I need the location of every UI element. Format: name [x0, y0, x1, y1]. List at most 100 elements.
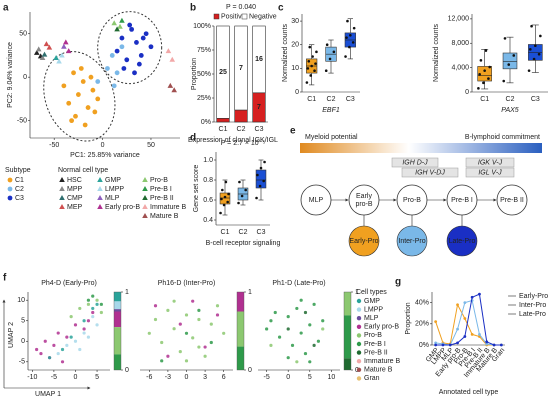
legend-label: Gran: [364, 375, 380, 382]
point: [512, 54, 516, 57]
cell-point: [86, 319, 91, 323]
point: [119, 44, 125, 50]
bar-tick-label: 1: [125, 289, 129, 296]
point: [502, 79, 506, 83]
point: [309, 74, 313, 77]
x-tick-label: 10: [327, 374, 335, 381]
triangle-point: [61, 43, 67, 49]
bar-segment: [252, 25, 266, 94]
cell-point: [308, 360, 312, 364]
cell-point: [95, 323, 99, 327]
y-tick-label: -50: [17, 117, 27, 124]
point: [82, 122, 88, 128]
triangle-point: [65, 48, 72, 54]
cluster-outline: [97, 11, 163, 85]
axis-title: UMAP 2: [8, 322, 15, 348]
composition-segment: [237, 311, 244, 347]
panel-label: c: [278, 3, 284, 14]
point: [66, 100, 72, 106]
point: [479, 59, 483, 62]
x-tick-label: 5: [308, 374, 312, 381]
y-tick-label: 100%: [193, 23, 211, 30]
subtype-label: Inter-Pro: [398, 238, 425, 245]
point: [529, 48, 532, 51]
cell-point: [73, 323, 78, 327]
bar-tick-label: 1: [355, 289, 359, 296]
panel-label: f: [3, 273, 7, 284]
rearrangement-box: [465, 157, 515, 168]
panel-label: g: [395, 277, 401, 288]
point: [80, 79, 86, 84]
cell-point: [95, 298, 99, 302]
point: [114, 70, 120, 76]
axis-title: PC2: 9.04% variance: [7, 42, 14, 108]
point: [140, 35, 146, 41]
x-tick-label: C1: [480, 96, 489, 103]
legend-label: Inter-Pro: [519, 302, 546, 309]
legend-symbol: [7, 195, 13, 201]
box: [502, 52, 518, 70]
cell-point: [215, 304, 220, 308]
panel-label: a: [3, 3, 9, 14]
cell-point: [147, 331, 151, 335]
cell-point: [191, 336, 195, 340]
legend-label: Early-Pro: [519, 293, 548, 300]
legend-symbol: [356, 376, 362, 381]
composition-segment: [344, 292, 351, 316]
triangle-point: [35, 46, 42, 52]
cell-point: [166, 354, 170, 358]
cell-point: [184, 331, 189, 335]
cell-point: [95, 302, 99, 306]
point: [148, 44, 154, 50]
subtype-label: Early-Pro: [349, 238, 378, 245]
plot-title: Ph4-D (Early-Pro): [41, 280, 97, 287]
x-tick-label: -5: [51, 374, 57, 381]
line-point: [434, 341, 438, 345]
point: [259, 166, 263, 170]
x-tick-label: C2: [239, 229, 248, 236]
cell-point: [35, 347, 39, 352]
plot-title: Ph1-D (Late-Pro): [272, 280, 325, 287]
rearrangement-label: IGK V-J: [478, 160, 503, 167]
point: [111, 83, 117, 89]
legend-symbol: [356, 350, 362, 355]
point: [224, 180, 228, 184]
cell-point: [39, 351, 43, 356]
axis-title: Expression of clonal IGK/IGL: [188, 137, 278, 144]
cell-point: [273, 310, 277, 315]
x-tick-label: -5: [264, 374, 270, 381]
composition-segment: [114, 311, 121, 328]
triangle-point: [43, 41, 50, 47]
cell-point: [184, 313, 189, 317]
cell-point: [203, 345, 207, 349]
legend-symbol: [356, 333, 362, 338]
line-point: [478, 292, 481, 296]
axis-title: Normalized counts: [433, 24, 440, 82]
composition-segment: [237, 292, 244, 312]
cell-point: [82, 327, 86, 331]
point: [315, 50, 318, 54]
chart-title: P = 2.7 × 10⁻⁵: [221, 140, 266, 147]
legend-symbol: [356, 316, 362, 321]
line-point: [434, 320, 438, 324]
axis-title: Proportion: [191, 58, 198, 90]
cell-point: [312, 343, 316, 347]
y-tick-label: 20%: [415, 321, 429, 328]
line-point: [463, 335, 467, 338]
point: [240, 194, 244, 198]
legend-title: Subtype: [5, 167, 31, 174]
x-tick-label: 5: [95, 374, 99, 381]
point: [105, 66, 110, 71]
triangle-point: [117, 23, 123, 29]
legend-symbol: [356, 307, 362, 312]
bar-segment: [216, 118, 230, 123]
point: [88, 74, 94, 80]
point: [352, 26, 356, 30]
y-tick-label: 1.0: [203, 157, 213, 164]
point: [527, 69, 531, 72]
legend-label: GMP: [105, 177, 121, 184]
point: [124, 57, 130, 63]
legend-label: Mature B: [150, 213, 179, 220]
data-label: 7: [257, 104, 261, 111]
point: [483, 69, 486, 72]
